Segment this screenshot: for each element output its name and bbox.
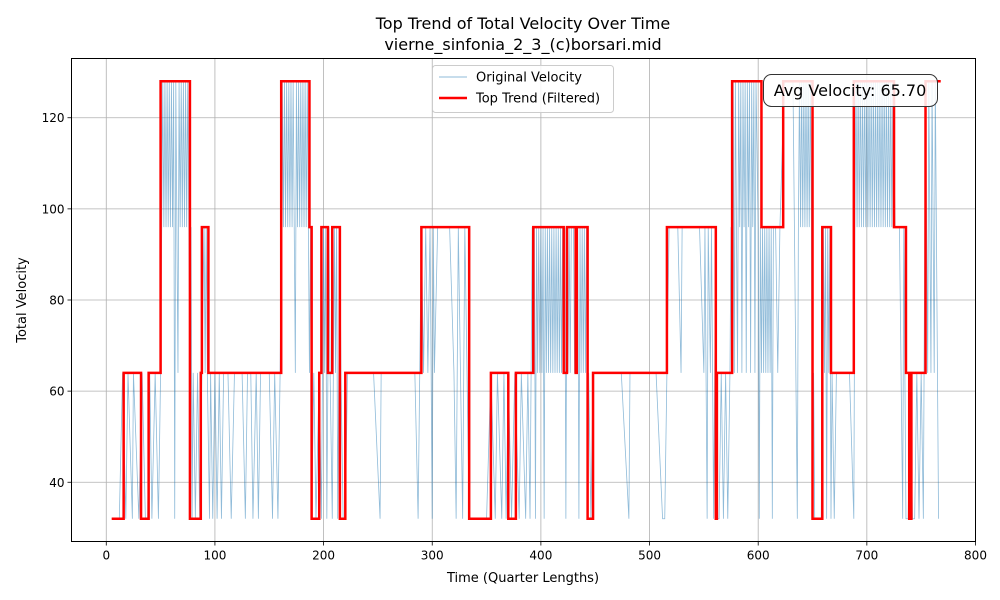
avg-velocity-annotation: Avg Velocity: 65.70 — [763, 74, 938, 107]
plot-frame — [71, 58, 976, 542]
x-tick-label: 200 — [312, 549, 335, 563]
x-tick-label: 600 — [747, 549, 770, 563]
legend: Original Velocity Top Trend (Filtered) — [432, 65, 614, 113]
axis-ticks: 0 100 200 300 400 500 600 700 800 40 60 80 100 120 — [42, 111, 987, 562]
legend-label-top-trend: Top Trend (Filtered) — [475, 92, 600, 107]
x-tick-label: 300 — [421, 549, 444, 563]
y-tick-label: 40 — [49, 476, 64, 490]
legend-box — [432, 65, 614, 113]
y-tick-label: 80 — [49, 294, 64, 308]
x-axis-label: Time (Quarter Lengths) — [446, 571, 599, 586]
series-top-trend-line — [111, 80, 941, 520]
y-tick-label: 120 — [42, 111, 65, 125]
chart-subtitle: vierne_sinfonia_2_3_(c)borsari.mid — [384, 35, 661, 55]
x-tick-label: 400 — [529, 549, 552, 563]
y-axis-label: Total Velocity — [15, 257, 30, 344]
annotation-box — [763, 74, 938, 107]
annotation-text: Avg Velocity: 65.70 — [774, 81, 927, 100]
legend-label-original-velocity: Original Velocity — [476, 71, 582, 86]
y-tick-label: 60 — [49, 385, 64, 399]
x-tick-label: 800 — [964, 549, 987, 563]
chart-title: Top Trend of Total Velocity Over Time — [375, 14, 671, 33]
y-tick-label: 100 — [42, 202, 65, 216]
x-tick-label: 100 — [203, 549, 226, 563]
x-tick-label: 0 — [102, 549, 110, 563]
x-tick-label: 700 — [855, 549, 878, 563]
x-tick-label: 500 — [638, 549, 661, 563]
plot-area — [111, 80, 941, 520]
